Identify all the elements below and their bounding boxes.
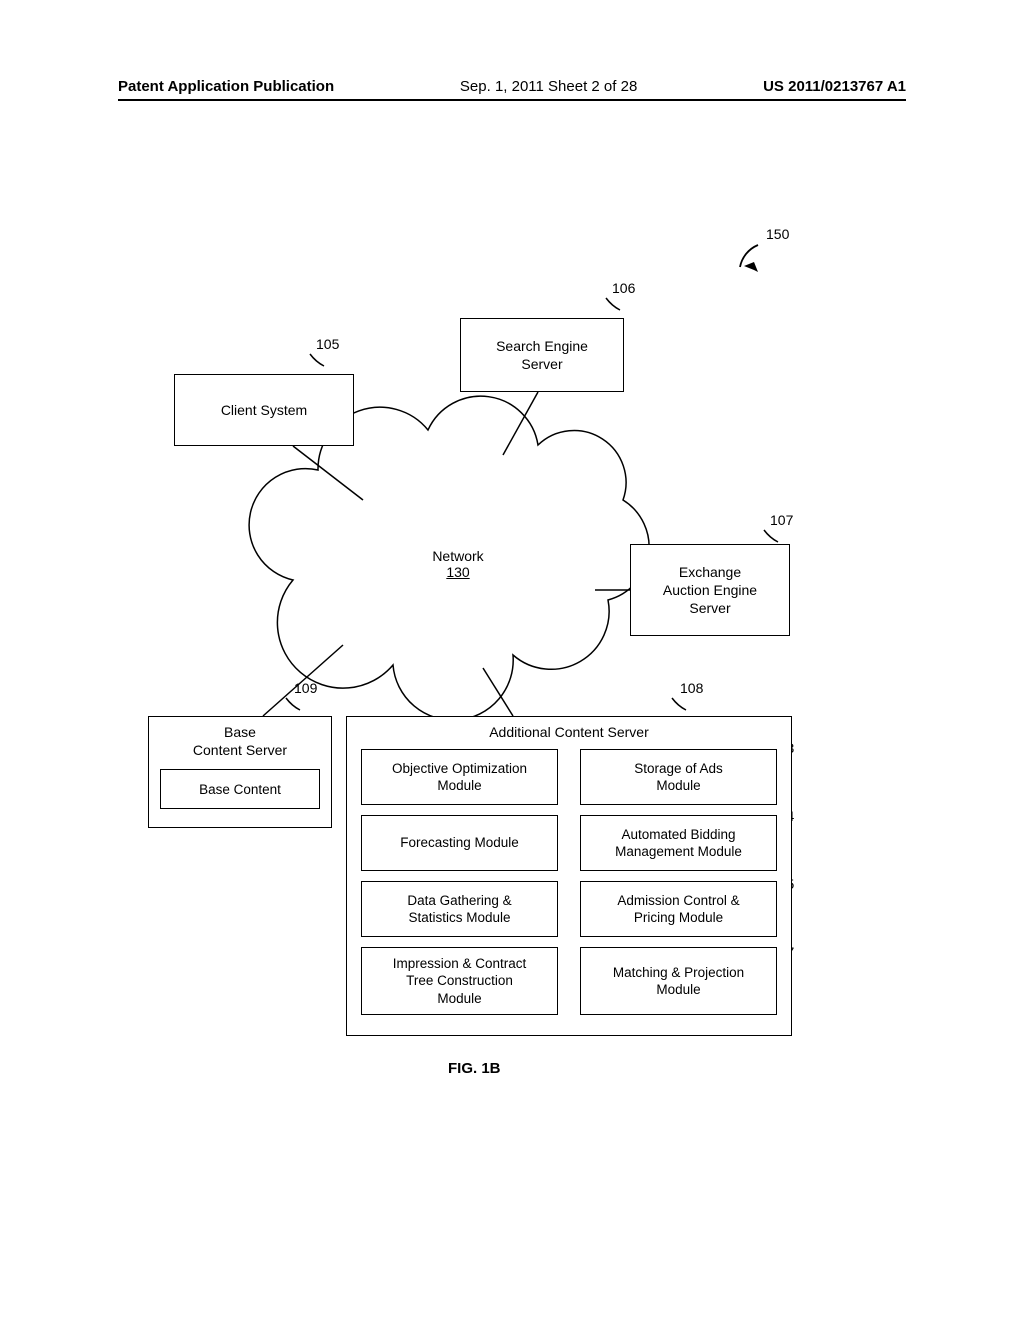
node-exchange: Exchange Auction Engine Server xyxy=(630,544,790,636)
module-115: Admission Control & Pricing Module xyxy=(580,881,777,937)
m113-l1: Storage of Ads xyxy=(634,760,723,778)
ref-150: 150 xyxy=(766,226,789,242)
ref-108: 108 xyxy=(680,680,703,696)
module-117: Matching & Projection Module xyxy=(580,947,777,1015)
m117-l2: Module xyxy=(656,981,700,999)
m110-l1: Objective Optimization xyxy=(392,760,527,778)
network-ref: 130 xyxy=(418,564,498,580)
ref-105: 105 xyxy=(316,336,339,352)
node-additional-content-server: Additional Content Server Objective Opti… xyxy=(346,716,792,1036)
m114-l1: Automated Bidding xyxy=(621,826,735,844)
base-title-1: Base xyxy=(224,723,256,741)
node-network: Network 130 xyxy=(418,548,498,580)
m110-l2: Module xyxy=(437,777,481,795)
module-112: Data Gathering & Statistics Module xyxy=(361,881,558,937)
m115-l1: Admission Control & xyxy=(617,892,739,910)
module-111: Forecasting Module xyxy=(361,815,558,871)
m114-l2: Management Module xyxy=(615,843,742,861)
m116-l1: Impression & Contract xyxy=(393,955,527,973)
node-client-system: Client System xyxy=(174,374,354,446)
search-label-1: Search Engine xyxy=(496,337,588,355)
ref-107: 107 xyxy=(770,512,793,528)
module-116: Impression & Contract Tree Construction … xyxy=(361,947,558,1015)
client-label: Client System xyxy=(221,401,307,419)
node-search-engine: Search Engine Server xyxy=(460,318,624,392)
ref-106: 106 xyxy=(612,280,635,296)
module-113: Storage of Ads Module xyxy=(580,749,777,805)
module-114: Automated Bidding Management Module xyxy=(580,815,777,871)
node-base-content-server: Base Content Server Base Content xyxy=(148,716,332,828)
m117-l1: Matching & Projection xyxy=(613,964,744,982)
additional-title: Additional Content Server xyxy=(489,723,649,741)
header-center: Sep. 1, 2011 Sheet 2 of 28 xyxy=(460,78,637,95)
m112-l2: Statistics Module xyxy=(408,909,510,927)
m113-l2: Module xyxy=(656,777,700,795)
header-left: Patent Application Publication xyxy=(118,78,334,95)
search-label-2: Server xyxy=(521,355,562,373)
base-title-2: Content Server xyxy=(193,741,287,759)
figure-caption: FIG. 1B xyxy=(448,1060,501,1077)
m111-l1: Forecasting Module xyxy=(400,834,519,852)
exchange-label-3: Server xyxy=(689,599,730,617)
network-label: Network xyxy=(418,548,498,564)
exchange-label-1: Exchange xyxy=(679,563,741,581)
header-right: US 2011/0213767 A1 xyxy=(763,78,906,95)
m112-l1: Data Gathering & xyxy=(407,892,511,910)
exchange-label-2: Auction Engine xyxy=(663,581,757,599)
m116-l3: Module xyxy=(437,990,481,1008)
diagram-canvas: 105 106 150 107 109 108 110 113 111 114 … xyxy=(118,170,906,1070)
base-inner-label: Base Content xyxy=(199,781,281,799)
page-header: Patent Application Publication Sep. 1, 2… xyxy=(118,78,906,101)
m115-l2: Pricing Module xyxy=(634,909,723,927)
m116-l2: Tree Construction xyxy=(406,972,513,990)
module-grid: Objective Optimization Module Storage of… xyxy=(347,741,791,1015)
base-inner: Base Content xyxy=(160,769,320,809)
ref-109: 109 xyxy=(294,680,317,696)
module-110: Objective Optimization Module xyxy=(361,749,558,805)
